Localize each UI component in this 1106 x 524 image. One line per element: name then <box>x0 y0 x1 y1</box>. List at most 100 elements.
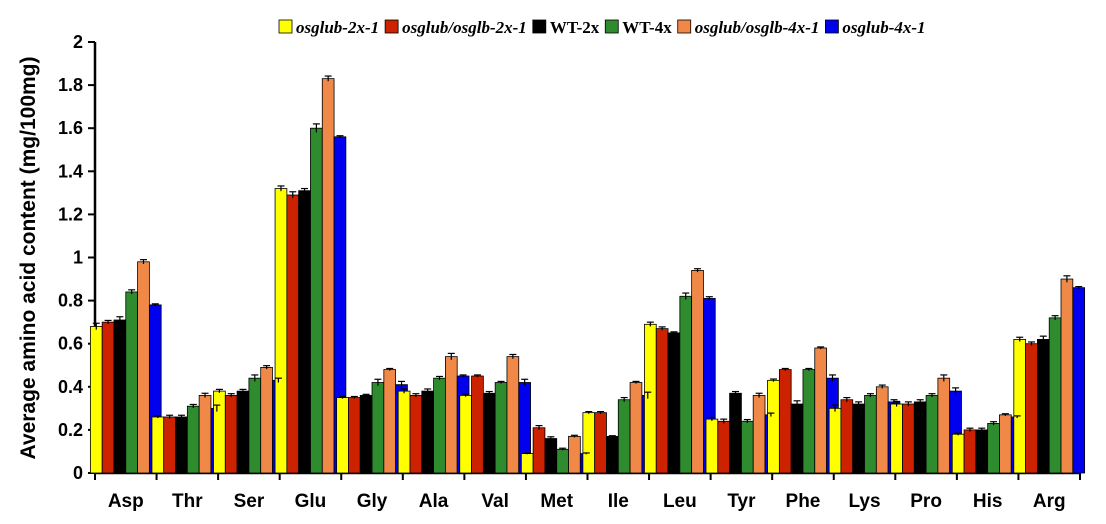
legend-label-osglub-4x-1: osglub-4x-1 <box>842 18 925 37</box>
category-label-phe: Phe <box>786 491 821 512</box>
bar-met-WT-2x <box>544 438 558 474</box>
bar-arg-osglub-2x-1 <box>1013 338 1027 474</box>
legend-swatch-osglub-osglb-2x-1 <box>384 19 399 34</box>
bar-glu-osglub-osglb-2x-1 <box>286 194 300 474</box>
legend-swatch-osglub-2x-1 <box>278 19 293 34</box>
y-tick-label: 0.6 <box>58 334 83 354</box>
bar-tyr-osglub-osglb-2x-1 <box>717 420 731 474</box>
y-tick-label: 1 <box>73 248 83 268</box>
category-label-tyr: Tyr <box>727 491 756 512</box>
bar-arg-osglub-osglb-2x-1 <box>1025 343 1038 474</box>
bar-ile-WT-4x <box>617 399 631 474</box>
bar-pro-osglub-osglb-2x-1 <box>902 403 915 474</box>
bar-gly-WT-4x <box>371 382 385 474</box>
legend-label-osglub-osglb-2x-1: osglub/osglb-2x-1 <box>402 18 527 37</box>
y-tick-label: 2 <box>73 32 83 52</box>
category-label-ala: Ala <box>419 491 449 512</box>
y-tick-label: 1.6 <box>58 118 83 138</box>
bar-thr-WT-4x <box>186 405 200 474</box>
y-tick-label: 0.8 <box>58 291 83 311</box>
bar-tyr-osglub-2x-1 <box>705 418 719 474</box>
error-bars <box>92 75 1083 455</box>
bar-tyr-osglub-osglb-4x-1 <box>752 395 766 474</box>
bar-his-WT-4x <box>987 423 1000 474</box>
bar-ala-osglub-osglb-2x-1 <box>409 395 423 474</box>
bar-val-osglub-2x-1 <box>459 395 472 474</box>
y-tick-label: 1.4 <box>58 161 83 181</box>
bar-leu-osglub-2x-1 <box>644 323 657 474</box>
bar-ala-WT-4x <box>433 377 446 474</box>
bar-glu-WT-2x <box>298 190 311 474</box>
bar-thr-osglub-osglb-4x-1 <box>198 395 212 474</box>
bar-glu-osglub-osglb-4x-1 <box>321 78 335 474</box>
bar-asp-osglub-osglb-2x-1 <box>101 321 115 474</box>
y-tick-label: 0 <box>73 463 83 483</box>
bar-ser-osglub-2x-1 <box>213 390 226 474</box>
bars <box>89 78 1086 474</box>
bar-arg-WT-2x <box>1037 338 1050 474</box>
bar-ala-osglub-2x-1 <box>397 390 411 474</box>
bar-ile-osglub-2x-1 <box>582 412 596 474</box>
bar-arg-osglub-osglb-4x-1 <box>1060 278 1074 474</box>
bar-arg-osglub-4x-1 <box>1072 287 1086 474</box>
bar-leu-osglub-osglb-4x-1 <box>691 270 704 474</box>
bar-tyr-WT-4x <box>741 420 754 474</box>
bar-asp-osglub-2x-1 <box>89 326 103 474</box>
bar-gly-WT-2x <box>359 395 373 474</box>
legend-swatch-WT-2x <box>532 19 547 34</box>
bar-tyr-WT-2x <box>729 392 742 474</box>
legend: osglub-2x-1 osglub/osglb-2x-1 WT-2x WT-4x os… <box>278 18 926 37</box>
bar-leu-WT-2x <box>667 332 681 474</box>
bar-ser-osglub-osglb-2x-1 <box>224 395 238 474</box>
bar-lys-osglub-osglb-4x-1 <box>875 386 889 474</box>
bar-asp-osglub-osglb-4x-1 <box>137 261 150 474</box>
legend-swatch-WT-4x <box>604 19 619 34</box>
category-label-asp: Asp <box>108 491 144 512</box>
y-tick-label: 1.2 <box>58 204 83 224</box>
bar-ile-osglub-osglb-2x-1 <box>594 412 607 474</box>
legend-swatch-osglub-osglb-4x-1 <box>677 19 692 34</box>
axes: 0 0.2 0.4 0.6 0.8 1 1.2 1.4 1.6 1.8 2 Asp Thr Ser Glu G… <box>58 32 1081 512</box>
legend-label-WT-2x: WT-2x <box>550 18 600 37</box>
bar-lys-osglub-osglb-2x-1 <box>840 399 854 474</box>
bar-asp-WT-2x <box>113 319 127 474</box>
bar-arg-WT-4x <box>1048 317 1062 474</box>
y-tick-label: 0.4 <box>58 377 83 397</box>
bar-val-WT-2x <box>482 392 496 474</box>
bar-gly-osglub-osglb-2x-1 <box>348 397 361 474</box>
bar-thr-osglub-2x-1 <box>151 416 165 474</box>
category-label-gly: Gly <box>357 491 388 512</box>
category-label-arg: Arg <box>1033 491 1066 512</box>
bar-phe-osglub-osglb-4x-1 <box>814 347 827 474</box>
bar-phe-WT-4x <box>802 369 816 474</box>
y-tick-label: 0.2 <box>58 420 83 440</box>
category-label-leu: Leu <box>663 491 697 512</box>
bar-leu-osglub-osglb-2x-1 <box>655 328 669 474</box>
legend-label-osglub-osglb-4x-1: osglub/osglb-4x-1 <box>695 18 820 37</box>
bar-ala-WT-2x <box>421 390 434 474</box>
bar-gly-osglub-osglb-4x-1 <box>383 369 397 474</box>
category-label-met: Met <box>540 491 573 512</box>
bar-phe-WT-2x <box>790 403 804 474</box>
category-label-ile: Ile <box>608 491 629 512</box>
bar-pro-WT-2x <box>913 401 927 474</box>
category-label-glu: Glu <box>295 491 327 512</box>
bar-met-osglub-osglb-2x-1 <box>532 427 546 474</box>
bar-his-osglub-2x-1 <box>951 433 965 474</box>
bar-pro-WT-4x <box>925 395 939 474</box>
bar-val-osglub-osglb-4x-1 <box>506 356 520 474</box>
bar-thr-WT-2x <box>175 416 188 474</box>
bar-phe-osglub-osglb-2x-1 <box>778 369 792 474</box>
bar-met-osglub-osglb-4x-1 <box>568 435 581 474</box>
bar-ala-osglub-osglb-4x-1 <box>444 356 458 474</box>
bar-leu-WT-4x <box>679 295 693 474</box>
bar-ser-WT-4x <box>248 377 262 474</box>
legend-swatch-osglub-4x-1 <box>825 19 839 34</box>
bar-his-osglub-osglb-4x-1 <box>999 414 1012 474</box>
category-label-val: Val <box>481 491 508 512</box>
category-label-his: His <box>973 491 1003 512</box>
legend-label-WT-4x: WT-4x <box>622 18 672 37</box>
bar-glu-osglub-2x-1 <box>274 188 288 474</box>
y-tick-label: 1.8 <box>58 75 83 95</box>
